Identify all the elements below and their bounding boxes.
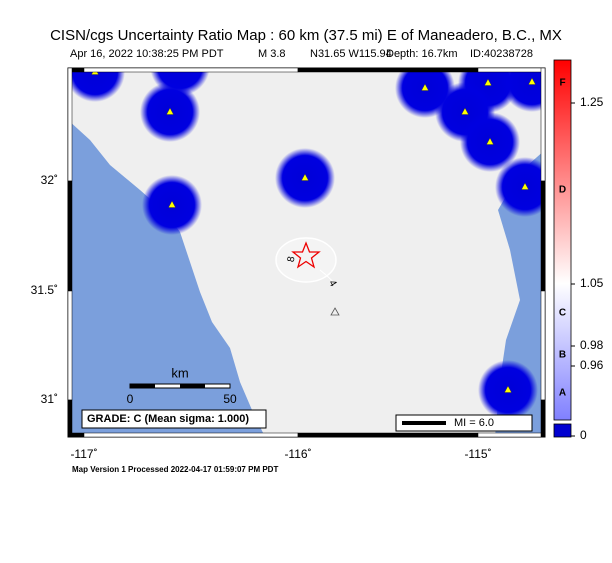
frame-segment — [540, 399, 546, 438]
lat-label: 31.5˚ — [31, 283, 58, 297]
location: N31.65 W115.94 — [310, 48, 392, 60]
station-marker — [528, 77, 536, 85]
station-coverage — [495, 157, 545, 217]
station-marker — [168, 200, 176, 208]
station-marker — [421, 83, 429, 91]
magnitude: M 3.8 — [258, 48, 286, 60]
scale-label: 50 — [223, 392, 237, 406]
colorbar — [553, 59, 572, 421]
frame-segment — [297, 432, 479, 438]
lon-labels: -117˚ -116˚ -115˚ — [70, 447, 491, 461]
colorbar-label: 1.05 — [580, 276, 604, 290]
station-marker — [166, 107, 174, 115]
frame-segment — [83, 67, 299, 73]
contour — [319, 269, 335, 284]
grade-box — [81, 409, 267, 429]
lon-label: -115˚ — [464, 447, 491, 461]
station-marker — [486, 137, 494, 145]
colorbar-label: 0.98 — [580, 338, 604, 352]
lat-label: 32˚ — [41, 173, 58, 187]
colorbar-grade: C — [559, 308, 566, 319]
lat-label: 31˚ — [41, 392, 58, 406]
frame-segment — [540, 67, 546, 182]
mi-legend: MI = 6.0 — [454, 417, 494, 429]
colorbar-label: 1.25 — [580, 95, 604, 109]
frame-segment — [67, 180, 73, 292]
station-marker — [330, 307, 340, 316]
colorbar-grade: A — [559, 388, 566, 399]
subtitle: Apr 16, 2022 10:38:25 PM PDT M 3.8 N31.6… — [70, 48, 533, 60]
title: CISN/cgs Uncertainty Ratio Map : 60 km (… — [50, 27, 562, 44]
colorbar-grade: F — [559, 78, 565, 89]
frame-segment — [540, 290, 546, 401]
frame-segment — [297, 67, 479, 73]
frame-segment — [67, 67, 73, 182]
colorbar-grade: B — [559, 350, 566, 361]
frame-segment — [540, 180, 546, 292]
colorbar-label: 0 — [580, 428, 587, 442]
lon-label: -116˚ — [284, 447, 311, 461]
station-marker — [301, 173, 309, 181]
colorbar-labels: F D C B A 1.25 1.05 0.98 0.96 0 — [559, 78, 604, 443]
frame-segment — [477, 432, 546, 438]
contour-label: 4 — [326, 278, 339, 289]
frame-segment — [67, 399, 73, 438]
epicenter — [291, 241, 321, 269]
grade: GRADE: C (Mean sigma: 1.000) — [87, 413, 249, 425]
stations — [68, 68, 545, 420]
scale-unit: km — [171, 365, 188, 380]
event-id: ID:40238728 — [470, 48, 533, 60]
scale-label: 0 — [127, 392, 134, 406]
footer: Map Version 1 Processed 2022-04-17 01:59… — [72, 465, 278, 474]
station-marker — [521, 182, 529, 190]
station-marker — [484, 78, 492, 86]
depth: Depth: 16.7km — [386, 48, 458, 60]
station-coverage — [68, 68, 125, 102]
colorbar-floor — [553, 423, 572, 438]
colorbar-label: 0.96 — [580, 358, 604, 372]
colorbar-grade: D — [559, 185, 566, 196]
date: Apr 16, 2022 10:38:25 PM PDT — [70, 48, 224, 60]
frame-segment — [477, 67, 546, 73]
frame — [67, 67, 546, 438]
ocean — [68, 120, 265, 437]
lon-label: -117˚ — [70, 447, 97, 461]
mi-legend-box — [395, 414, 533, 432]
scale-bar — [180, 384, 205, 388]
station-marker — [504, 385, 512, 393]
scale-bar — [130, 384, 155, 388]
contour-label: 8 — [286, 255, 298, 263]
lat-labels: 32˚ 31.5˚ 31˚ — [31, 173, 58, 406]
frame-segment — [67, 290, 73, 401]
frame-segment — [83, 432, 299, 438]
station-marker — [461, 107, 469, 115]
map: 8 4 — [68, 68, 545, 437]
scale-bar: km 0 50 — [127, 365, 237, 406]
station-coverage — [502, 68, 545, 112]
